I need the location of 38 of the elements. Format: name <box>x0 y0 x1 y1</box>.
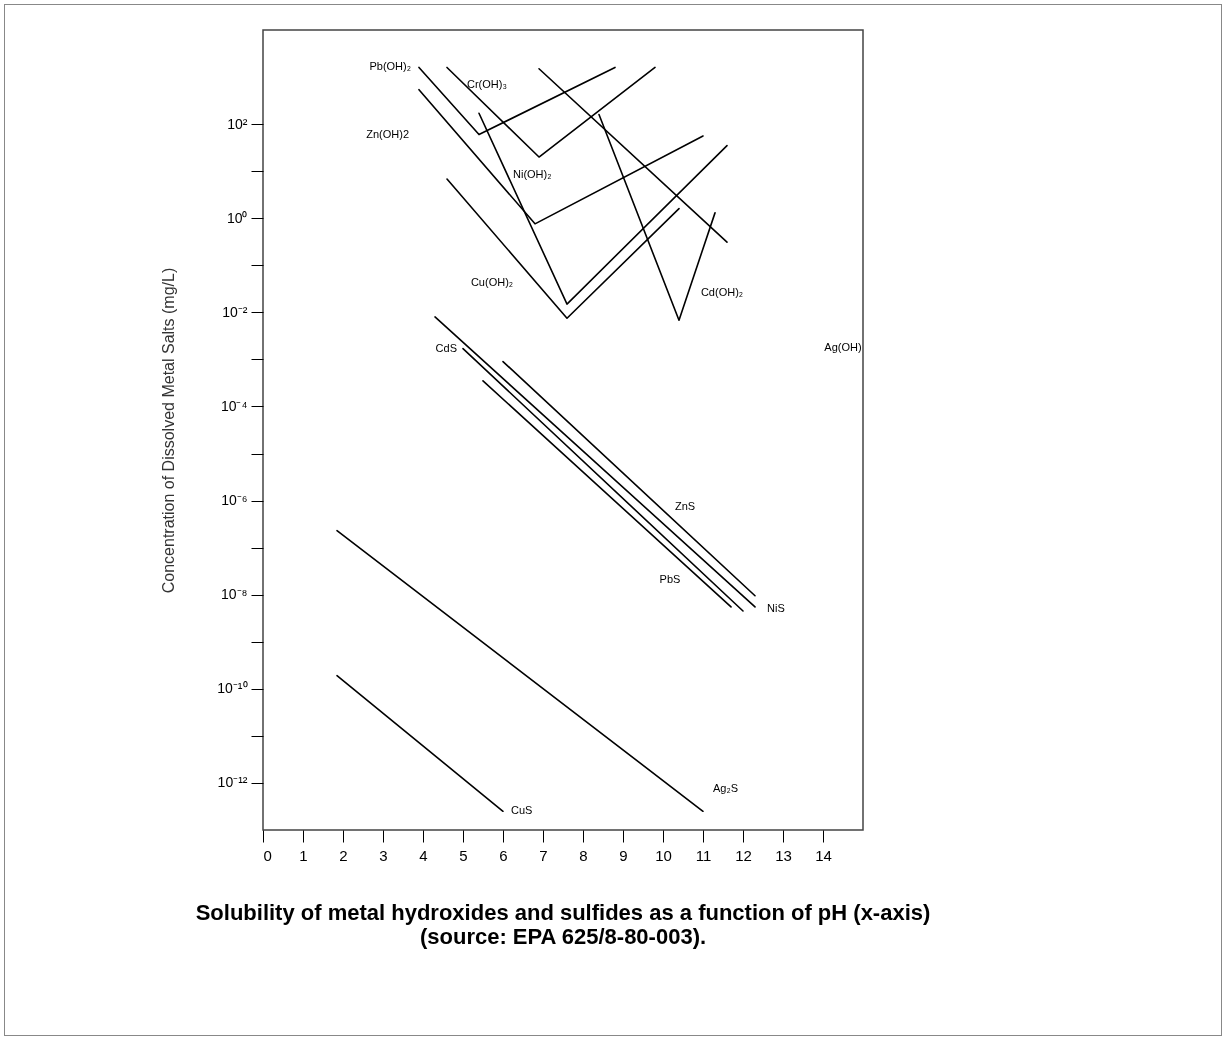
x-tick-label: 7 <box>539 846 548 864</box>
x-tick-label: 0 <box>263 846 272 864</box>
x-tick-label: 5 <box>459 846 468 864</box>
series-label: NiS <box>767 601 785 614</box>
series-label: Cu(OH)₂ <box>470 276 514 289</box>
y-tick-label: 10⁻⁶ <box>221 492 248 509</box>
y-tick-label: 10² <box>227 115 248 132</box>
series-label: Ag₂S <box>713 782 739 795</box>
x-tick-label: 14 <box>815 846 832 864</box>
y-tick-label: 10⁻¹⁰ <box>217 680 248 697</box>
series-label: ZnS <box>674 499 696 512</box>
text: Zn(OH)2 <box>366 127 409 140</box>
y-tick-label: 10⁻⁴ <box>220 397 248 414</box>
y-tick-label: 10⁻⁸ <box>221 586 248 603</box>
x-tick-label: 10 <box>655 846 672 864</box>
series-label: Pb(OH)₂ <box>369 60 411 73</box>
x-tick-label: 9 <box>619 846 628 864</box>
x-tick-label: 8 <box>579 846 588 864</box>
y-tick-label: 10⁻² <box>222 303 248 320</box>
x-tick-label: 4 <box>419 846 428 864</box>
x-tick-label: 11 <box>695 846 712 864</box>
x-tick-label: 2 <box>339 846 348 864</box>
x-tick-label: 13 <box>775 846 792 864</box>
annotation: Ag(OH) <box>824 341 862 353</box>
series-label: CuS <box>511 804 533 817</box>
series-label: Cd(OH)₂ <box>700 286 744 299</box>
series-label: Cr(OH)₃ <box>467 78 507 91</box>
y-tick-label: 10⁻¹² <box>217 774 248 791</box>
series-label: Ni(OH)₂ <box>513 168 552 181</box>
x-tick-label: 6 <box>499 846 508 864</box>
series-label: PbS <box>659 572 681 585</box>
text: Solubility of metal hydroxides and sulfides as a function of pH (x-axis) (source: EPA 625/8-80-003). <box>195 900 931 949</box>
x-tick-label: 1 <box>299 846 308 864</box>
y-axis-title: Concentration of Dissolved Metal Salts (mg/L) <box>160 267 178 594</box>
series-label: CdS <box>435 341 457 354</box>
x-tick-label: 3 <box>379 846 388 864</box>
x-tick-label: 12 <box>735 846 752 864</box>
y-tick-label: 10⁰ <box>226 209 248 226</box>
